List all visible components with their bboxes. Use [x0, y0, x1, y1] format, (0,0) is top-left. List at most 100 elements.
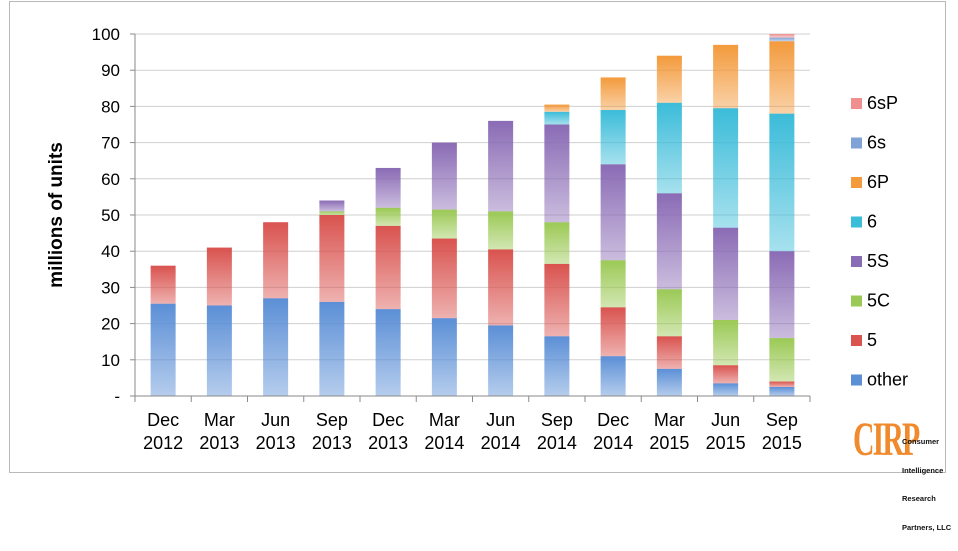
legend-label-5c: 5C — [867, 291, 890, 311]
bar-segment-5s — [431, 142, 457, 210]
bar-segment-5c — [431, 209, 457, 239]
bar-segment-other — [600, 356, 626, 396]
y-tick-label: 70 — [101, 134, 120, 153]
legend-label-5: 5 — [867, 330, 877, 350]
bar-segment-5 — [544, 263, 570, 337]
legend: 6sP 6s 6P 6 5S 5C 5 other — [851, 93, 908, 390]
bar-segment-5s — [600, 164, 626, 261]
bar-segment-6p — [656, 55, 682, 103]
logo-text-line: Consumer — [902, 437, 940, 446]
y-axis-label: millions of units — [46, 142, 67, 288]
bar-segment-5c — [375, 207, 401, 226]
y-tick-label: 10 — [101, 351, 120, 370]
y-tick-label: 100 — [92, 25, 120, 44]
bar-segment-6 — [769, 113, 795, 252]
y-tick-label: 40 — [101, 242, 120, 261]
y-tick-label: 60 — [101, 170, 120, 189]
legend-swatch-other — [851, 374, 862, 386]
x-tick-label: Jun 2013 — [256, 410, 296, 453]
x-tick-label: Jun 2014 — [481, 410, 521, 453]
logo-text-line: Partners, LLC — [902, 522, 952, 532]
bar-segment-5 — [713, 365, 739, 384]
bar-segment-5s — [488, 120, 514, 212]
x-tick-label: Sep 2014 — [537, 410, 577, 453]
bar-segment-5c — [488, 211, 514, 250]
logo-mark: CIRP — [853, 413, 920, 466]
legend-swatch-5 — [851, 335, 862, 346]
bar-segment-5s — [544, 124, 570, 223]
x-tick-label: Sep 2015 — [762, 410, 802, 453]
bar-segment-5s — [769, 251, 795, 339]
bar-segment-5s — [656, 193, 682, 290]
bar-segment-6 — [656, 102, 682, 194]
bar-segment-other — [375, 309, 401, 396]
bar-segment-5 — [263, 222, 289, 299]
y-tick-label: 80 — [101, 97, 120, 116]
legend-label-6sp: 6sP — [867, 93, 898, 113]
x-tick-label: Jun 2015 — [706, 410, 746, 453]
gridlines — [135, 33, 810, 397]
bar-segment-other — [544, 336, 570, 396]
legend-label-5s: 5S — [867, 251, 889, 271]
logo-text-line: Intelligence — [902, 465, 944, 475]
x-tick-label: Sep 2013 — [312, 410, 352, 453]
bar-segment-5 — [319, 215, 345, 302]
bar-segment-6 — [600, 110, 626, 165]
bar-segment-5 — [150, 265, 176, 304]
legend-swatch-6 — [851, 216, 862, 228]
x-tick-label: Dec 2012 — [143, 410, 183, 453]
legend-label-other: other — [867, 370, 908, 390]
bar-segment-6p — [544, 104, 570, 112]
bar-segment-other — [431, 318, 457, 396]
legend-swatch-6p — [851, 177, 862, 188]
bar-segment-other — [713, 383, 739, 396]
bars — [150, 34, 795, 396]
bar-segment-5s — [375, 167, 401, 208]
bar-segment-other — [488, 325, 514, 396]
stacked-bar-chart: - 10 20 30 40 50 60 70 80 90 100 Dec 2012 Mar 2013 Jun… — [46, 25, 908, 453]
chart-frame — [9, 1, 946, 473]
legend-label-6s: 6s — [867, 133, 886, 153]
logo-text: Consumer Intelligence Research Partners,… — [902, 418, 951, 551]
y-tick-label: - — [114, 387, 120, 406]
axes — [130, 33, 811, 402]
bar-segment-5c — [319, 211, 345, 215]
x-tick-label: Dec 2014 — [593, 410, 633, 453]
legend-swatch-5s — [851, 256, 862, 267]
y-tick-label: 50 — [101, 206, 120, 225]
bar-segment-6 — [713, 108, 739, 228]
legend-swatch-6s — [851, 137, 862, 149]
bar-segment-5 — [375, 225, 401, 310]
bar-segment-5 — [600, 307, 626, 357]
bar-segment-5 — [488, 249, 514, 326]
legend-swatch-6sp — [851, 98, 862, 109]
bar-segment-other — [263, 298, 289, 396]
x-tick-labels: Dec 2012 Mar 2013 Jun 2013 Sep 2013 Dec 2013 Mar 20… — [143, 410, 802, 453]
legend-swatch-5c — [851, 295, 862, 307]
bar-segment-other — [319, 301, 345, 396]
bar-segment-6p — [769, 41, 795, 114]
bar-segment-5c — [600, 260, 626, 308]
x-tick-label: Dec 2013 — [368, 410, 408, 453]
logo-text-line: Research — [902, 494, 936, 503]
y-tick-label: 30 — [101, 278, 120, 297]
bar-segment-other — [150, 303, 176, 396]
y-tick-label: 20 — [101, 315, 120, 334]
bar-segment-5 — [206, 247, 232, 306]
bar-segment-6p — [600, 77, 626, 111]
legend-label-6p: 6P — [867, 172, 889, 192]
bar-segment-5 — [431, 238, 457, 319]
bar-segment-5s — [713, 227, 739, 320]
y-tick-labels: - 10 20 30 40 50 60 70 80 90 100 — [92, 25, 120, 406]
x-tick-label: Mar 2013 — [199, 410, 239, 453]
bar-segment-5c — [544, 222, 570, 264]
bar-segment-other — [656, 368, 682, 396]
bar-segment-5 — [769, 381, 795, 387]
bar-segment-5c — [769, 338, 795, 382]
bar-segment-other — [769, 386, 795, 396]
y-tick-label: 90 — [101, 61, 120, 80]
bar-segment-other — [206, 305, 232, 396]
cirp-logo: CIRP Consumer Intelligence Research Part… — [853, 412, 953, 532]
bar-segment-5s — [319, 200, 345, 212]
bar-segment-6 — [544, 111, 570, 125]
